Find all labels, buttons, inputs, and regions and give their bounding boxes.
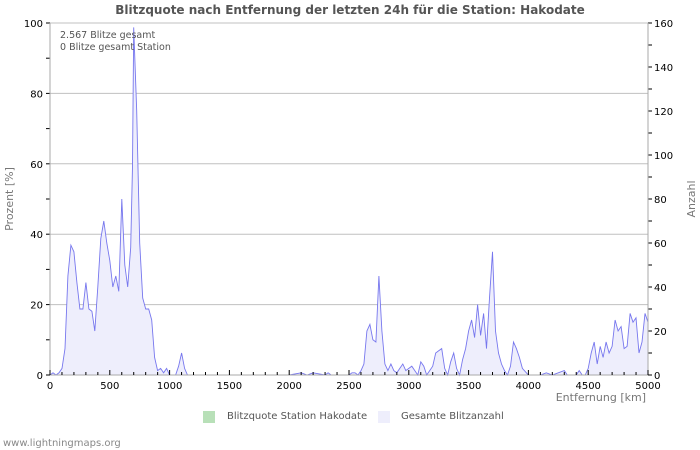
svg-text:5000: 5000: [635, 381, 660, 392]
legend-label-total: Gesamte Blitzanzahl: [401, 411, 504, 422]
legend-label-quote: Blitzquote Station Hakodate: [227, 411, 368, 422]
svg-text:0: 0: [47, 381, 53, 392]
legend-swatch-total: [378, 411, 390, 423]
svg-text:60: 60: [30, 160, 43, 171]
svg-text:120: 120: [654, 107, 673, 118]
series-area: [49, 27, 649, 377]
svg-text:100: 100: [24, 19, 43, 30]
svg-text:20: 20: [654, 327, 667, 338]
total-strikes-text: 2.567 Blitze gesamt: [60, 30, 156, 41]
svg-text:160: 160: [654, 19, 673, 30]
svg-text:2500: 2500: [336, 381, 361, 392]
svg-text:80: 80: [654, 195, 667, 206]
svg-text:3500: 3500: [456, 381, 481, 392]
svg-text:140: 140: [654, 63, 673, 74]
svg-text:Prozent [%]: Prozent [%]: [3, 167, 16, 231]
svg-text:80: 80: [30, 89, 43, 100]
station-strikes-text: 0 Blitze gesamt Station: [60, 42, 171, 53]
svg-text:1500: 1500: [217, 381, 242, 392]
axes: [46, 22, 652, 376]
chart-title: Blitzquote nach Entfernung der letzten 2…: [115, 3, 585, 17]
svg-text:2000: 2000: [276, 381, 301, 392]
footer-site-link[interactable]: www.lightningmaps.org: [3, 438, 121, 449]
svg-text:Anzahl: Anzahl: [685, 180, 698, 217]
grid-lines: [50, 22, 648, 306]
svg-text:0: 0: [654, 371, 660, 382]
svg-text:100: 100: [654, 151, 673, 162]
legend-swatch-quote: [203, 411, 215, 423]
svg-text:40: 40: [30, 230, 43, 241]
svg-text:4500: 4500: [575, 381, 600, 392]
svg-text:1000: 1000: [157, 381, 182, 392]
svg-text:3000: 3000: [396, 381, 421, 392]
svg-text:0: 0: [37, 371, 43, 382]
svg-text:Entfernung [km]: Entfernung [km]: [556, 391, 646, 404]
svg-text:60: 60: [654, 239, 667, 250]
svg-text:4000: 4000: [516, 381, 541, 392]
svg-text:500: 500: [100, 381, 119, 392]
svg-text:20: 20: [30, 301, 43, 312]
svg-text:40: 40: [654, 283, 667, 294]
